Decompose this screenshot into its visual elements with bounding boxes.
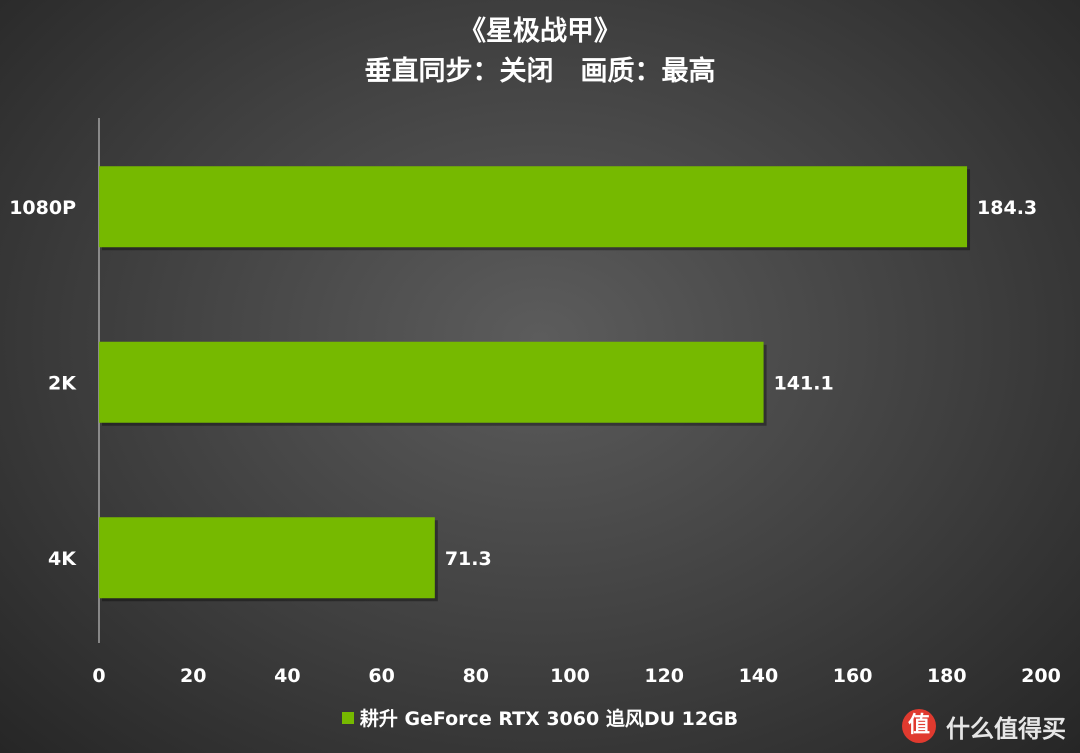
chart-title: 《星极战甲》 [459, 16, 621, 47]
legend-label: 耕升 GeForce RTX 3060 追风DU 12GB [359, 708, 739, 730]
x-tick-label: 0 [92, 665, 105, 687]
y-tick-label: 2K [48, 372, 77, 394]
bar [99, 517, 435, 599]
bar [99, 166, 968, 248]
x-tick-label: 200 [1021, 665, 1061, 687]
x-tick-label: 40 [274, 665, 300, 687]
x-tick-label: 60 [368, 665, 394, 687]
x-tick-label: 80 [463, 665, 489, 687]
legend-swatch [341, 711, 354, 724]
y-tick-label: 4K [48, 548, 77, 570]
legend: 耕升 GeForce RTX 3060 追风DU 12GB [0, 704, 1080, 731]
x-tick-label: 140 [739, 665, 779, 687]
data-label: 141.1 [774, 372, 834, 394]
x-tick-label: 20 [180, 665, 206, 687]
chart-subtitle: 垂直同步：关闭 画质：最高 [364, 56, 716, 87]
x-tick-label: 180 [927, 665, 967, 687]
y-tick-label: 1080P [9, 197, 76, 219]
x-tick-label: 120 [644, 665, 684, 687]
watermark: 值 什么值得买 [902, 707, 1066, 745]
data-label: 184.3 [977, 197, 1037, 219]
bar [99, 341, 764, 423]
value-logo-icon: 值 [902, 709, 936, 743]
x-tick-label: 160 [833, 665, 873, 687]
x-tick-label: 100 [550, 665, 590, 687]
watermark-text: 什么值得买 [946, 714, 1066, 743]
chart-title-block: 《星极战甲》 垂直同步：关闭 画质：最高 [0, 12, 1080, 92]
data-label: 71.3 [445, 548, 492, 570]
